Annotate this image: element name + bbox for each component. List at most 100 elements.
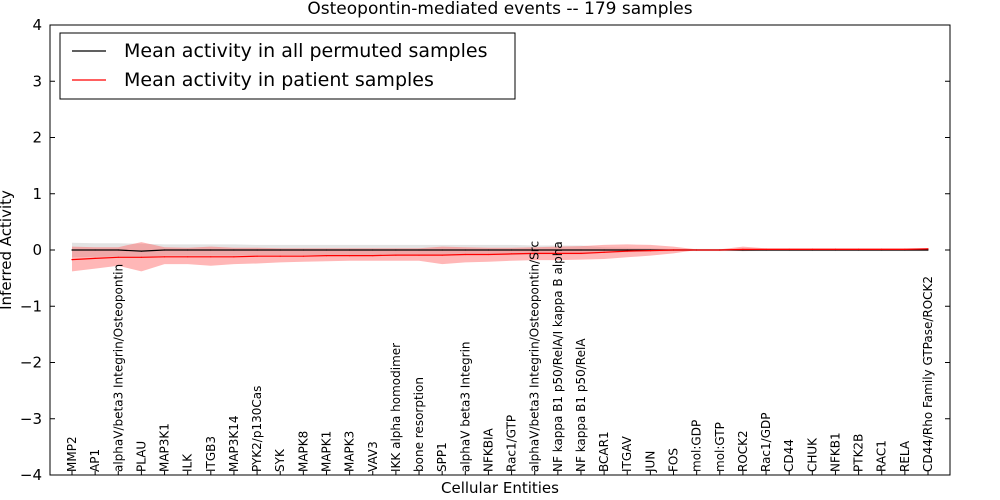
point-series-0-12 [349,249,351,251]
x-category-label: ILK [181,453,195,472]
y-axis-ticks: −4 −3 −2 −1 0 1 2 3 4 [20,16,950,484]
point-series-1-9 [279,255,281,257]
point-series-0-22 [580,249,582,251]
point-series-0-11 [325,249,328,251]
point-series-1-10 [302,255,304,257]
x-category-label: bone resorption [412,377,426,472]
point-series-1-1 [94,257,96,259]
point-series-1-19 [511,253,513,255]
point-series-1-31 [788,248,790,250]
x-category-label: NFKBIA [481,427,495,472]
point-series-0-4 [163,249,166,251]
x-category-label: Rac1/GDP [759,413,773,472]
legend-label-permuted: Mean activity in all permuted samples [124,40,487,62]
point-series-1-20 [534,252,536,254]
y-tick-label: −4 [20,466,42,484]
series-lines [71,248,929,261]
point-series-1-33 [834,248,837,250]
x-category-label: NF kappa B1 p50/RelA [574,338,588,472]
x-category-label: PYK2/p130Cas [250,386,264,472]
x-category-label: NFKB1 [829,432,843,472]
x-category-label: Rac1/GTP [505,415,519,472]
x-category-label: MAPK1 [320,431,334,472]
point-series-0-10 [302,249,304,251]
point-series-1-8 [256,255,258,257]
x-category-label: MAP3K1 [158,423,172,472]
point-series-1-4 [163,256,166,258]
y-axis-label: Inferred Activity [0,190,15,310]
point-series-1-16 [441,254,443,256]
y-tick-label: 3 [32,72,42,90]
point-series-1-3 [140,256,142,258]
x-category-label: CHUK [805,437,819,472]
point-series-1-21 [557,252,559,254]
point-series-1-7 [233,256,235,258]
point-series-1-12 [349,255,351,257]
x-axis-label: Cellular Entities [441,479,559,497]
x-category-label: MAPK3 [343,431,357,472]
legend-label-patient: Mean activity in patient samples [124,69,434,91]
point-series-1-26 [672,249,675,251]
point-series-1-37 [927,248,929,250]
x-category-label: SPP1 [435,442,449,472]
point-series-1-2 [117,256,119,258]
point-series-1-35 [881,248,883,250]
point-series-0-18 [487,249,489,251]
x-category-label: RELA [898,440,912,472]
x-category-label: VAV3 [366,441,380,472]
y-tick-label: 4 [32,16,42,34]
x-category-label: ITGAV [620,435,634,472]
y-tick-label: 2 [32,129,42,147]
point-series-0-16 [441,249,443,251]
x-category-label: BCAR1 [597,431,611,472]
point-series-1-27 [696,249,698,251]
point-series-0-8 [256,249,258,251]
x-category-label: alphaV/beta3 Integrin/Osteopontin [111,264,125,472]
point-series-1-0 [71,259,73,261]
x-category-label: ITGB3 [204,436,218,472]
point-series-1-36 [904,248,906,250]
point-series-1-17 [464,253,466,256]
point-series-0-37 [927,249,929,251]
point-series-0-21 [557,249,559,251]
point-series-1-32 [811,248,813,250]
legend-box [59,32,516,100]
y-tick-label: −3 [20,410,42,428]
point-series-1-28 [719,249,721,251]
chart-title: Osteopontin-mediated events -- 179 sampl… [307,0,692,19]
x-category-label: PTK2B [852,434,866,472]
y-tick-label: 0 [32,241,42,259]
point-series-0-24 [626,249,628,251]
x-category-label: RAC1 [875,440,889,472]
point-series-0-5 [187,249,189,251]
x-category-label: CD44 [782,439,796,472]
point-series-0-19 [511,249,513,251]
point-series-0-17 [464,249,466,251]
x-category-label: MMP2 [65,436,79,472]
point-series-0-13 [372,249,374,251]
plot-frame [49,24,951,476]
x-category-label: AP1 [88,449,102,472]
point-series-1-24 [626,250,628,252]
x-category-label: mol:GDP [690,420,704,472]
point-series-1-22 [580,252,582,254]
x-category-label: PLAU [134,441,148,472]
point-series-1-15 [418,254,420,256]
x-category-label: MAP3K14 [227,415,241,472]
point-series-1-25 [649,250,652,252]
x-axis-category-labels: MMP2 AP1 alphaV/beta3 Integrin/Osteopontin… [65,241,935,475]
point-series-0-14 [395,249,397,251]
x-category-label: mol:GTP [713,422,727,472]
point-series-1-6 [210,256,212,258]
x-category-label: FOS [667,448,681,472]
point-series-1-34 [858,248,860,250]
x-category-label: MAPK8 [296,431,310,472]
point-series-0-2 [117,249,119,251]
x-category-label: ROCK2 [736,430,750,472]
x-category-label: NF kappa B1 p50/RelA/I kappa B alpha [551,241,565,472]
point-series-1-13 [372,255,374,257]
point-series-0-6 [210,249,212,251]
point-series-0-20 [534,249,536,251]
point-series-0-7 [233,249,235,251]
